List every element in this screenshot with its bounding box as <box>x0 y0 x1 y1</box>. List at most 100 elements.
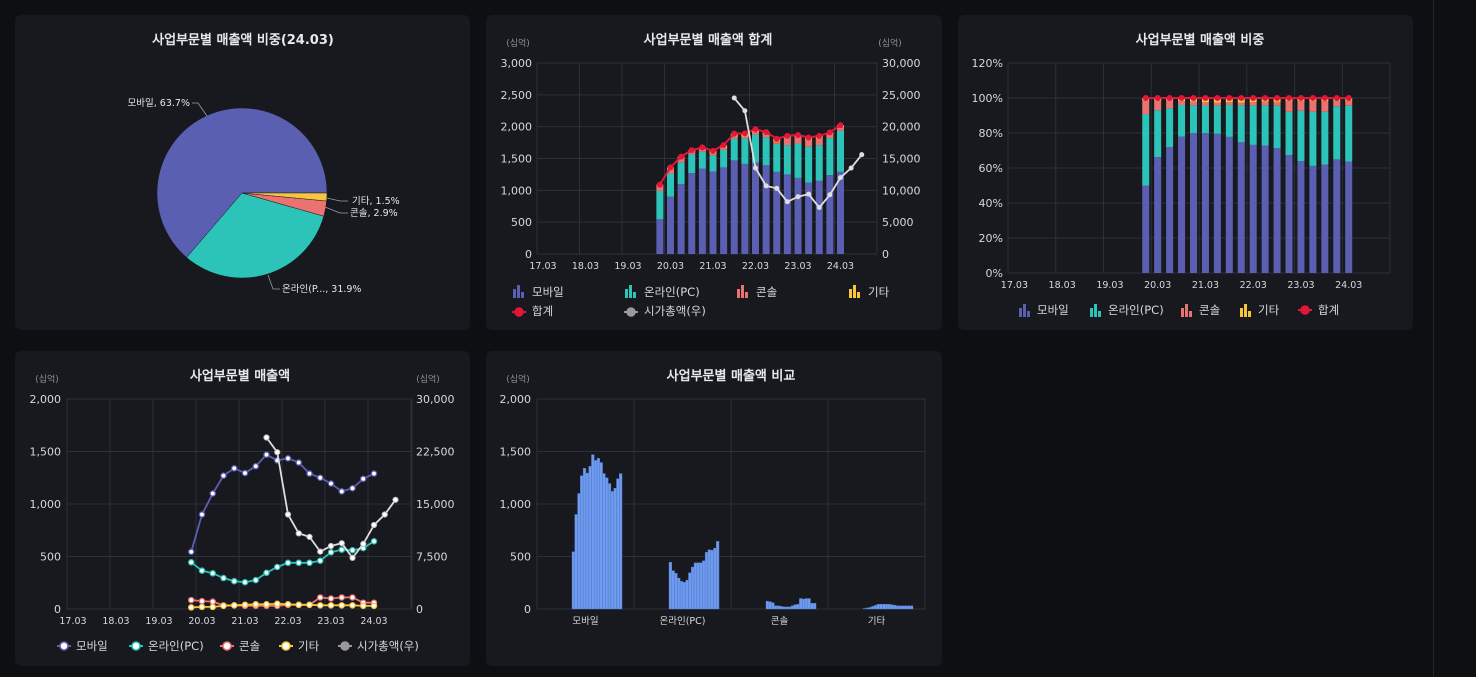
bar-online[interactable] <box>773 143 781 172</box>
point-online[interactable] <box>327 549 335 556</box>
bar-1[interactable] <box>696 562 700 610</box>
bar-console[interactable] <box>1249 102 1257 106</box>
bar-online[interactable] <box>677 162 685 184</box>
bar-3[interactable] <box>893 605 897 610</box>
market-cap-point[interactable] <box>306 533 313 541</box>
point-mobile[interactable] <box>220 472 227 479</box>
market-cap-point[interactable] <box>370 521 378 529</box>
total-point[interactable] <box>1297 95 1304 101</box>
total-point[interactable] <box>805 134 812 141</box>
bar-3[interactable] <box>882 604 886 610</box>
total-point[interactable] <box>1262 95 1269 101</box>
bar-mobile[interactable] <box>698 168 706 254</box>
bar-mobile[interactable] <box>1321 164 1329 273</box>
bar-online[interactable] <box>730 138 738 161</box>
bar-1[interactable] <box>707 549 711 610</box>
bar-console[interactable] <box>1261 101 1269 106</box>
bar-0[interactable] <box>571 551 575 610</box>
legend-item-total[interactable]: 합계 <box>512 304 553 318</box>
bar-2[interactable] <box>782 606 786 610</box>
point-other[interactable] <box>241 601 249 609</box>
bar-mobile[interactable] <box>667 196 674 254</box>
total-point[interactable] <box>784 132 791 139</box>
total-point[interactable] <box>667 164 674 171</box>
bar-2[interactable] <box>768 601 772 610</box>
bar-console[interactable] <box>1201 102 1209 106</box>
bar-online[interactable] <box>1321 111 1329 165</box>
point-other[interactable] <box>306 601 313 609</box>
bar-mobile[interactable] <box>752 162 759 254</box>
point-online[interactable] <box>252 576 259 584</box>
point-online[interactable] <box>295 559 302 567</box>
point-other[interactable] <box>349 602 356 609</box>
point-mobile[interactable] <box>338 488 345 495</box>
bar-mobile[interactable] <box>1225 136 1233 273</box>
bar-online[interactable] <box>1345 105 1353 162</box>
bar-online[interactable] <box>1333 106 1341 160</box>
bar-2[interactable] <box>793 604 797 610</box>
legend-item-online[interactable]: 온라인(PC) <box>1090 303 1164 317</box>
bar-online[interactable] <box>698 151 706 169</box>
point-mobile[interactable] <box>198 511 206 518</box>
market-cap-point[interactable] <box>392 496 399 503</box>
bar-mobile[interactable] <box>1309 165 1317 273</box>
bar-1[interactable] <box>691 566 695 610</box>
market-cap-point[interactable] <box>774 185 780 191</box>
bar-0[interactable] <box>577 493 581 610</box>
bar-2[interactable] <box>785 606 789 610</box>
bar-mobile[interactable] <box>1297 161 1305 273</box>
bar-mobile[interactable] <box>1201 133 1209 273</box>
point-other[interactable] <box>187 604 195 611</box>
point-online[interactable] <box>316 557 324 564</box>
bar-1[interactable] <box>699 562 703 610</box>
point-console[interactable] <box>338 594 345 601</box>
point-console[interactable] <box>209 598 216 605</box>
legend-item-mobile[interactable]: 모바일 <box>57 639 108 653</box>
bar-mobile[interactable] <box>688 173 696 254</box>
bar-mobile[interactable] <box>1249 144 1257 273</box>
total-point[interactable] <box>1333 95 1340 101</box>
bar-mobile[interactable] <box>709 171 717 254</box>
market-cap-point[interactable] <box>274 449 281 456</box>
bar-console[interactable] <box>1333 100 1341 107</box>
point-other[interactable] <box>230 602 238 609</box>
bar-online[interactable] <box>1285 111 1293 156</box>
point-other[interactable] <box>220 602 227 610</box>
bar-0[interactable] <box>588 466 592 610</box>
bar-console[interactable] <box>1273 101 1281 106</box>
market-cap-point[interactable] <box>731 95 737 101</box>
bar-online[interactable] <box>1154 110 1162 158</box>
legend-item-console[interactable]: 콘솔 <box>737 285 777 299</box>
total-point[interactable] <box>763 129 770 136</box>
total-point[interactable] <box>837 122 844 129</box>
bar-online[interactable] <box>720 149 728 168</box>
bar-console[interactable] <box>1321 101 1329 112</box>
point-mobile[interactable] <box>230 465 238 472</box>
bar-console[interactable] <box>1297 101 1305 111</box>
market-cap-point[interactable] <box>763 183 769 189</box>
bar-3[interactable] <box>890 604 894 610</box>
total-point[interactable] <box>1202 95 1209 101</box>
point-online[interactable] <box>284 559 292 567</box>
bar-online[interactable] <box>1142 114 1150 186</box>
total-point[interactable] <box>1238 95 1245 101</box>
bar-mobile[interactable] <box>1237 142 1245 273</box>
bar-console[interactable] <box>741 136 749 139</box>
bar-console[interactable] <box>1285 101 1293 112</box>
legend-item-online[interactable]: 온라인(PC) <box>129 639 204 653</box>
bar-online[interactable] <box>1309 111 1317 166</box>
bar-2[interactable] <box>799 598 803 610</box>
bar-2[interactable] <box>790 605 795 610</box>
bar-0[interactable] <box>610 491 614 610</box>
bar-3[interactable] <box>896 605 900 610</box>
market-cap-point[interactable] <box>806 191 812 197</box>
point-mobile[interactable] <box>349 484 356 492</box>
bar-online[interactable] <box>837 130 844 172</box>
bar-3[interactable] <box>865 607 869 610</box>
bar-3[interactable] <box>871 606 875 610</box>
total-point[interactable] <box>1309 95 1316 101</box>
point-online[interactable] <box>230 577 238 585</box>
bar-console[interactable] <box>1178 101 1186 105</box>
point-other[interactable] <box>295 601 302 609</box>
bar-0[interactable] <box>607 483 612 610</box>
